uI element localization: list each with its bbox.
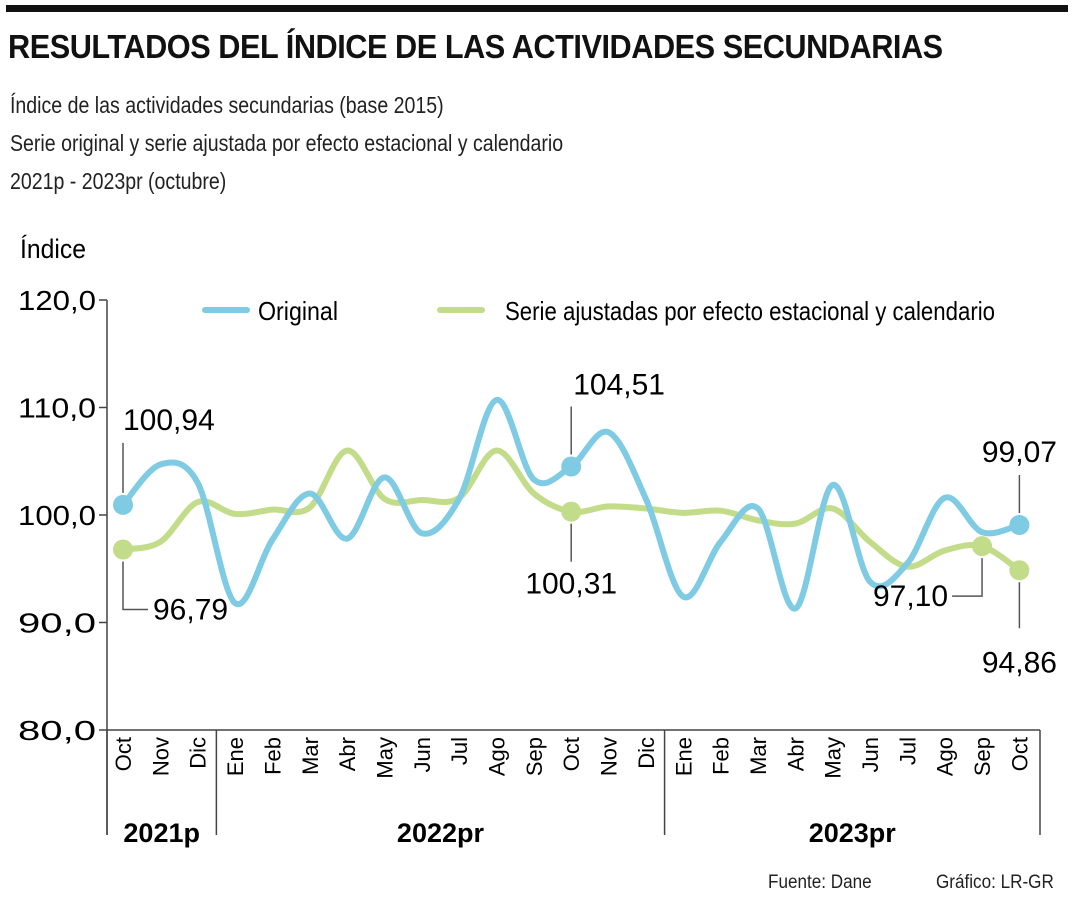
data-point-marker xyxy=(1009,560,1030,581)
x-tick-label: Jun xyxy=(858,737,883,772)
source-note: Fuente: Dane xyxy=(768,872,872,893)
x-tick-label: Ago xyxy=(485,737,510,776)
data-point-marker xyxy=(113,494,133,515)
data-label: 96,79 xyxy=(153,594,228,627)
x-tick-label: Nov xyxy=(148,737,173,776)
data-point-marker xyxy=(561,456,582,477)
x-tick-label: May xyxy=(372,737,397,779)
subtitle-3: 2021p - 2023pr (octubre) xyxy=(10,168,227,194)
x-tick-label: Nov xyxy=(597,737,622,776)
data-point-marker xyxy=(1009,514,1030,535)
data-point-marker xyxy=(561,501,582,522)
data-label: 100,94 xyxy=(123,404,215,437)
legend-label: Original xyxy=(258,296,338,326)
data-label: 99,07 xyxy=(982,436,1057,469)
legend-label: Serie ajustadas por efecto estacional y … xyxy=(505,296,995,326)
y-tick-label: 120,0 xyxy=(18,285,96,316)
y-tick-label: 80,0 xyxy=(18,715,96,746)
x-tick-label: Abr xyxy=(335,737,360,771)
x-tick-label: Feb xyxy=(260,737,285,775)
credit-note: Gráfico: LR-GR xyxy=(936,872,1054,893)
y-tick-label: 110,0 xyxy=(18,393,96,424)
top-rule xyxy=(6,5,1068,12)
chart-title: RESULTADOS DEL ÍNDICE DE LAS ACTIVIDADES… xyxy=(8,28,943,65)
x-tick-label: Jul xyxy=(447,737,472,765)
subtitle-1: Índice de las actividades secundarias (b… xyxy=(10,92,444,118)
x-tick-label: Ago xyxy=(933,737,958,776)
x-tick-label: Jul xyxy=(895,737,920,765)
data-label: 97,10 xyxy=(873,580,948,613)
data-point-marker xyxy=(972,536,993,557)
data-point-marker xyxy=(113,539,133,560)
year-label: 2021p xyxy=(123,818,200,848)
data-label: 94,86 xyxy=(982,646,1057,679)
x-tick-label: Dic xyxy=(634,737,659,769)
x-tick-label: Jun xyxy=(410,737,435,772)
x-tick-label: Mar xyxy=(298,737,323,775)
x-tick-label: Oct xyxy=(111,737,136,771)
annotation-leader xyxy=(952,558,983,597)
x-tick-label: Oct xyxy=(1007,737,1032,771)
annotation-leader xyxy=(122,561,148,611)
x-tick-label: May xyxy=(821,737,846,779)
y-axis-label: Índice xyxy=(20,234,86,264)
data-label: 104,51 xyxy=(573,369,665,402)
x-tick-label: Sep xyxy=(522,737,547,776)
x-tick-label: Abr xyxy=(783,737,808,771)
x-tick-label: Oct xyxy=(559,737,584,771)
x-tick-label: Sep xyxy=(970,737,995,776)
x-tick-label: Mar xyxy=(746,737,771,775)
y-tick-label: 100,0 xyxy=(18,500,96,531)
x-tick-label: Ene xyxy=(671,737,696,776)
subtitle-2: Serie original y serie ajustada por efec… xyxy=(10,130,564,156)
data-label: 100,31 xyxy=(525,568,617,601)
x-tick-label: Dic xyxy=(186,737,211,769)
x-tick-label: Feb xyxy=(709,737,734,775)
y-tick-label: 90,0 xyxy=(18,608,96,639)
x-tick-label: Ene xyxy=(223,737,248,776)
year-label: 2022pr xyxy=(397,818,485,848)
year-label: 2023pr xyxy=(809,818,897,848)
